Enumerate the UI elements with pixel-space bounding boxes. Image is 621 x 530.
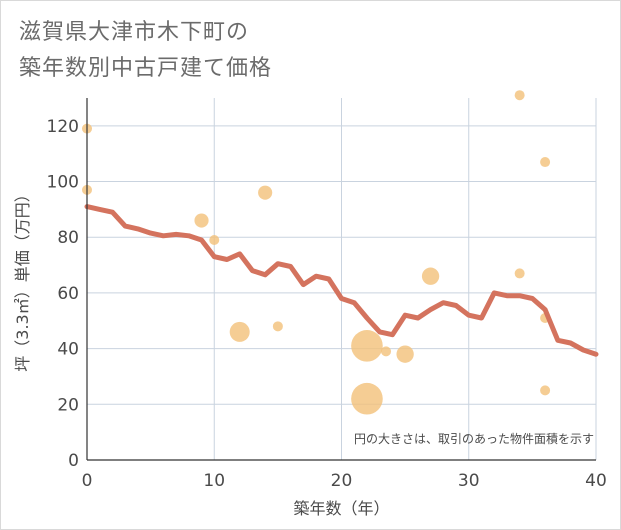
bubble-point <box>540 385 551 396</box>
x-tick-label: 20 <box>331 471 353 491</box>
y-tick-label: 20 <box>57 395 79 415</box>
bubble-point <box>272 321 283 332</box>
bubble-point <box>514 90 525 101</box>
y-tick-label: 0 <box>68 451 79 471</box>
y-tick-label: 120 <box>47 117 79 137</box>
bubble-point <box>229 321 250 342</box>
y-tick-label: 80 <box>57 228 79 248</box>
tick-labels: 0 20 40 60 80 100 120 0 10 20 30 40 <box>47 117 607 491</box>
y-axis-label: 坪（3.3㎡）単価（万円） <box>13 186 32 371</box>
chart-title: 滋賀県大津市木下町の 築年数別中古戸建て価格 <box>19 15 272 87</box>
axes <box>86 98 596 461</box>
bubble-series <box>82 90 551 415</box>
bubble-point <box>421 267 440 285</box>
grid-lines <box>87 98 597 460</box>
y-tick-label: 100 <box>47 173 79 193</box>
bubble-size-note: 円の大きさは、取引のあった物件面積を示す <box>354 431 594 446</box>
y-tick-label: 60 <box>57 284 79 304</box>
x-tick-label: 10 <box>203 471 225 491</box>
chart-title-line-1: 滋賀県大津市木下町の <box>19 20 250 45</box>
chart-title-line-2: 築年数別中古戸建て価格 <box>19 56 273 81</box>
bubble-point <box>258 185 273 200</box>
trend-line <box>84 204 599 357</box>
bubble-point <box>381 346 392 357</box>
bubble-point <box>514 268 525 279</box>
x-axis-label: 築年数（年） <box>293 499 389 518</box>
y-tick-label: 40 <box>57 340 79 360</box>
bubble-point <box>540 157 551 168</box>
bubble-point <box>194 213 209 228</box>
bubble-point <box>209 235 220 246</box>
x-tick-label: 30 <box>458 471 480 491</box>
bubble-point <box>351 382 383 415</box>
bubble-point <box>351 330 383 362</box>
bubble-point <box>396 345 414 363</box>
x-tick-label: 0 <box>82 471 93 491</box>
x-tick-label: 40 <box>585 471 607 491</box>
